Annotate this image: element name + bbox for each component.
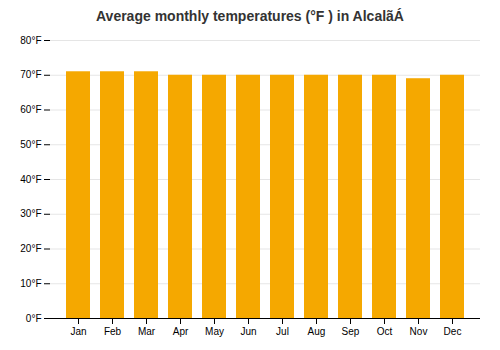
svg-text:Mar: Mar [138,326,156,337]
html-text:Average monthly temperatures (: Average monthly temperatures (°F ) in Al… [96,8,404,24]
svg-text:Dec: Dec [444,326,462,337]
svg-text:80°F: 80°F [20,35,41,46]
svg-text:Sep: Sep [342,326,360,337]
svg-text:May: May [205,326,224,337]
svg-text:Apr: Apr [173,326,189,337]
svg-text:Jun: Jun [240,326,256,337]
svg-text:Nov: Nov [410,326,428,337]
svg-text:30°F: 30°F [20,208,41,219]
svg-text:0°F: 0°F [26,313,42,324]
svg-text:Aug: Aug [308,326,326,337]
svg-text:50°F: 50°F [20,139,41,150]
svg-text:Jan: Jan [70,326,86,337]
svg-text:40°F: 40°F [20,174,41,185]
svg-text:Feb: Feb [104,326,122,337]
svg-text:20°F: 20°F [20,243,41,254]
svg-text:60°F: 60°F [20,104,41,115]
svg-text:10°F: 10°F [20,278,41,289]
svg-text:70°F: 70°F [20,69,41,80]
svg-text:Oct: Oct [377,326,393,337]
svg-text:Jul: Jul [276,326,289,337]
